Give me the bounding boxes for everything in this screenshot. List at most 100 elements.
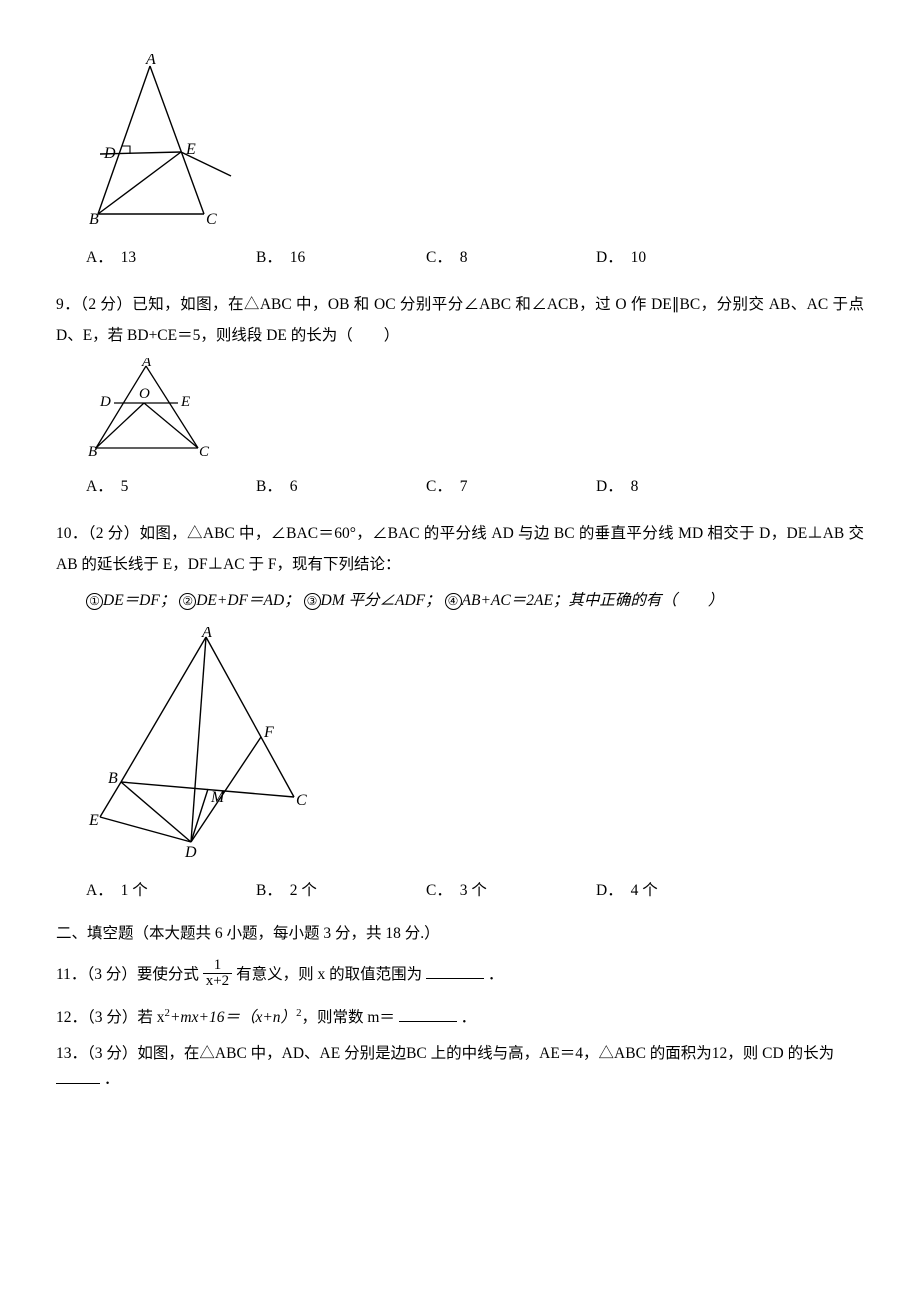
q9-label-D: D (99, 394, 111, 410)
q13: 13．（3 分）如图，在△ABC 中，AD、AE 分别是边BC 上的中线与高，A… (56, 1042, 864, 1092)
q10: 10．（2 分）如图，△ABC 中，∠BAC＝60°，∠BAC 的平分线 AD … (56, 518, 864, 582)
q8-label-A: A (145, 54, 156, 68)
option-label: C． (426, 478, 452, 495)
option-value: 4 个 (631, 882, 658, 899)
option-value: 2 个 (290, 882, 317, 899)
q12-points: （3 分） (87, 1009, 137, 1026)
q9-points: （2 分） (80, 296, 132, 313)
q11-mid: 有意义，则 x 的取值范围为 (236, 966, 422, 983)
q10-label-E: E (88, 812, 99, 829)
q12-blank[interactable] (399, 1005, 457, 1022)
option-label: B． (256, 882, 282, 899)
option-value: 7 (460, 478, 468, 495)
q9-label-E: E (180, 394, 190, 410)
option-value: 8 (460, 249, 468, 266)
q9: 9．（2 分）已知，如图，在△ABC 中，OB 和 OC 分别平分∠ABC 和∠… (56, 289, 864, 353)
q10-label-B: B (108, 770, 118, 787)
q10-sub1: DE＝DF； (103, 592, 175, 609)
q9-label-O: O (139, 386, 150, 402)
q10-subs: ①DE＝DF； ②DE+DF＝AD； ③DM 平分∠ADF； ④AB+AC＝2A… (86, 585, 864, 617)
q9-label-B: B (88, 444, 97, 458)
q11-pre: 要使分式 (137, 966, 199, 983)
q10-figure: A B C D E F M (86, 627, 864, 871)
q8-option-B[interactable]: B． 16 (256, 246, 426, 271)
q10-label-C: C (296, 792, 307, 809)
q12-number: 12． (56, 1009, 87, 1026)
q8-label-D: D (103, 145, 116, 162)
q9-options: A． 5 B． 6 C． 7 D． 8 (86, 475, 864, 500)
q10-options: A． 1 个 B． 2 个 C． 3 个 D． 4 个 (86, 879, 864, 904)
q10-option-A[interactable]: A． 1 个 (86, 879, 256, 904)
q8-option-D[interactable]: D． 10 (596, 246, 766, 271)
q10-sub2: DE+DF＝AD； (196, 592, 299, 609)
circled-4: ④ (445, 593, 462, 610)
fraction-denominator: x+2 (203, 974, 232, 990)
q12-mid1: +mx+16＝（x+n） (170, 1009, 296, 1026)
option-label: B． (256, 249, 282, 266)
fraction-numerator: 1 (203, 958, 232, 975)
q10-number: 10． (56, 525, 88, 542)
option-label: B． (256, 478, 282, 495)
option-label: A． (86, 249, 113, 266)
q10-label-M: M (210, 789, 226, 806)
q11-fraction: 1 x+2 (203, 958, 232, 991)
q10-sub3: DM 平分∠ADF； (321, 592, 441, 609)
q11-blank[interactable] (426, 963, 484, 980)
section-2-title: 二、填空题（本大题共 6 小题，每小题 3 分，共 18 分.） (56, 922, 864, 947)
option-value: 3 个 (460, 882, 487, 899)
q8-options: A． 13 B． 16 C． 8 D． 10 (86, 246, 864, 271)
q11-points: （3 分） (86, 966, 136, 983)
option-value: 13 (121, 249, 137, 266)
q11-post: ． (488, 966, 504, 983)
option-label: D． (596, 249, 623, 266)
q10-label-D: D (184, 844, 197, 861)
option-label: D． (596, 882, 623, 899)
q9-stem: 已知，如图，在△ABC 中，OB 和 OC 分别平分∠ABC 和∠ACB，过 O… (56, 296, 864, 345)
option-label: D． (596, 478, 623, 495)
q9-figure: A B C D E O (86, 358, 864, 467)
q8-label-B: B (89, 211, 99, 228)
q9-option-C[interactable]: C． 7 (426, 475, 596, 500)
option-label: C． (426, 882, 452, 899)
circled-1: ① (86, 593, 103, 610)
q11: 11．（3 分）要使分式 1 x+2 有意义，则 x 的取值范围为 ． (56, 958, 864, 992)
q10-option-B[interactable]: B． 2 个 (256, 879, 426, 904)
option-value: 6 (290, 478, 298, 495)
q10-option-D[interactable]: D． 4 个 (596, 879, 766, 904)
q12-pre: 若 x (137, 1009, 164, 1026)
q12-mid2: ，则常数 m＝ (301, 1009, 394, 1026)
q8-option-C[interactable]: C． 8 (426, 246, 596, 271)
option-label: A． (86, 478, 113, 495)
circled-3: ③ (304, 593, 321, 610)
q9-option-B[interactable]: B． 6 (256, 475, 426, 500)
q10-stem: 如图，△ABC 中，∠BAC＝60°，∠BAC 的平分线 AD 与边 BC 的垂… (56, 525, 864, 574)
q10-label-A: A (201, 627, 212, 641)
option-value: 5 (121, 478, 129, 495)
q13-blank[interactable] (56, 1067, 100, 1084)
option-value: 16 (290, 249, 306, 266)
q8-label-E: E (185, 141, 196, 158)
q10-option-C[interactable]: C． 3 个 (426, 879, 596, 904)
option-label: C． (426, 249, 452, 266)
circled-2: ② (179, 593, 196, 610)
q9-option-A[interactable]: A． 5 (86, 475, 256, 500)
q9-number: 9． (56, 296, 80, 313)
q12: 12．（3 分）若 x2+mx+16＝（x+n）2，则常数 m＝ ． (56, 1005, 864, 1031)
option-value: 1 个 (121, 882, 148, 899)
q12-post: ． (461, 1009, 477, 1026)
option-value: 10 (631, 249, 647, 266)
q10-label-F: F (263, 724, 274, 741)
q9-label-A: A (141, 358, 152, 370)
q11-number: 11． (56, 966, 86, 983)
q13-post: ． (104, 1071, 120, 1088)
q9-label-C: C (199, 444, 210, 458)
q13-points: （3 分） (87, 1045, 137, 1062)
q13-number: 13． (56, 1045, 87, 1062)
q10-points: （2 分） (88, 525, 140, 542)
q13-stem: 如图，在△ABC 中，AD、AE 分别是边BC 上的中线与高，AE＝4，△ABC… (137, 1045, 834, 1062)
q8-label-C: C (206, 211, 217, 228)
q9-option-D[interactable]: D． 8 (596, 475, 766, 500)
q8-figure: A B C D E (86, 54, 864, 238)
q8-option-A[interactable]: A． 13 (86, 246, 256, 271)
option-label: A． (86, 882, 113, 899)
